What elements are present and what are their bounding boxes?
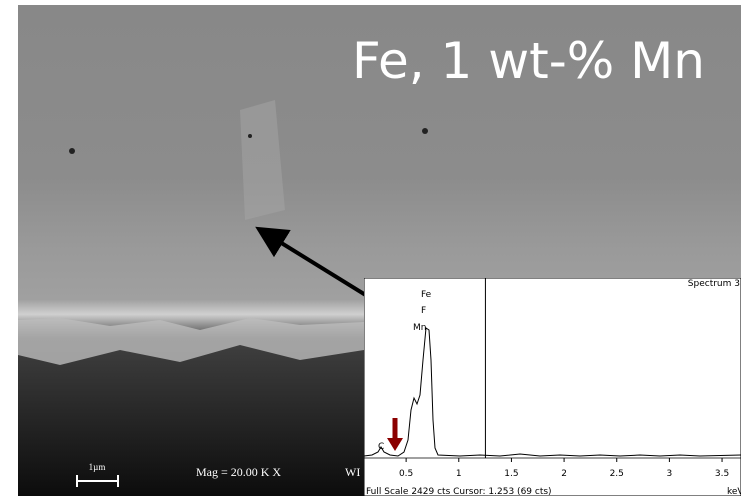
spectrum-footer: Full Scale 2429 cts Cursor: 1.253 (69 ct… xyxy=(366,487,552,496)
figure: Fe, 1 wt-% Mn 1µm Mag = 20.00 K X WI Spe… xyxy=(0,0,741,496)
spectrum-inset: Spectrum 3 Fe F Mn C Full Scale 2429 cts… xyxy=(364,278,741,496)
x-tick-label: 0.5 xyxy=(399,469,413,479)
x-tick-label: 2 xyxy=(561,469,567,479)
truncated-label: WI xyxy=(345,465,360,479)
image-title: Fe, 1 wt-% Mn xyxy=(352,32,705,90)
peak-label: C xyxy=(378,442,384,452)
x-tick-label: 3.5 xyxy=(715,469,729,479)
peak-label: F xyxy=(421,306,426,316)
spectrum-title: Spectrum 3 xyxy=(688,279,740,289)
x-tick-label: 2.5 xyxy=(610,469,624,479)
x-tick-label: 1 xyxy=(456,469,462,479)
peak-label: Mn xyxy=(413,323,426,333)
peak-label: Fe xyxy=(421,290,432,300)
x-tick-label: 1.5 xyxy=(504,469,518,479)
pore xyxy=(248,134,252,138)
scale-label: 1µm xyxy=(89,462,106,472)
pore xyxy=(69,148,75,154)
pore xyxy=(422,128,428,134)
magnification: Mag = 20.00 K X xyxy=(196,465,281,479)
x-unit: keV xyxy=(727,487,741,496)
x-tick-label: 3 xyxy=(667,469,673,479)
